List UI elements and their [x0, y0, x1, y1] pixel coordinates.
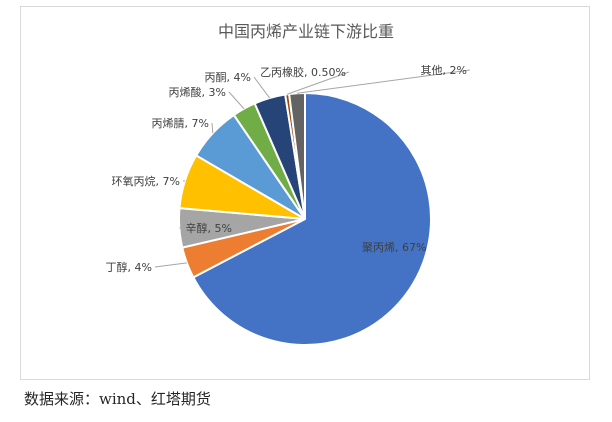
- leader-line-acrylic-acid: [228, 91, 245, 110]
- pie-slices: [178, 91, 432, 346]
- leader-line-other: [296, 69, 471, 94]
- slice-label-other: 其他, 2%: [421, 64, 467, 77]
- leader-line-acrylonitrile: [211, 122, 214, 134]
- pie-slice-polypropylene: [191, 91, 432, 346]
- pie-labels: 聚丙烯, 67% 丁醇, 4% 辛醇, 5% 环氧丙烷, 7% 丙烯腈, 7% 丙烯酸, …: [106, 64, 471, 274]
- leader-line-butanol: [154, 262, 187, 268]
- slice-label-polypropylene: 聚丙烯, 67%: [362, 241, 426, 254]
- slice-label-acrylonitrile: 丙烯腈, 7%: [152, 117, 209, 130]
- chart-frame: 中国丙烯产业链下游比重 聚丙烯, 67% 丁醇, 4% 辛醇, 5% 环氧丙烷, 7%…: [20, 6, 590, 380]
- pie-chart: 中国丙烯产业链下游比重 聚丙烯, 67% 丁醇, 4% 辛醇, 5% 环氧丙烷, 7%…: [106, 22, 471, 346]
- slice-label-octanol: 辛醇, 5%: [186, 221, 232, 235]
- slice-label-propylene-oxide: 环氧丙烷, 7%: [112, 174, 180, 188]
- slice-label-epdm-rubber: 乙丙橡胶, 0.50%: [260, 65, 346, 79]
- slice-label-acetone: 丙酮, 4%: [205, 71, 251, 84]
- leader-line-epdm-rubber: [286, 71, 350, 95]
- chart-title: 中国丙烯产业链下游比重: [218, 22, 394, 41]
- slice-label-acrylic-acid: 丙烯酸, 3%: [169, 85, 226, 99]
- slice-label-butanol: 丁醇, 4%: [106, 260, 152, 274]
- source-note: 数据来源：wind、红塔期货: [24, 390, 211, 408]
- leader-line-acetone: [253, 76, 271, 99]
